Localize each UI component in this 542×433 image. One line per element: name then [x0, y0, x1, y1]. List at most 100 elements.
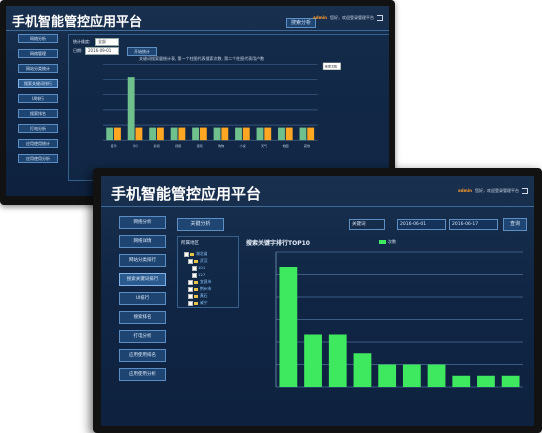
checkbox-icon[interactable] — [184, 251, 189, 257]
back-sidebar-item[interactable]: 搜索排名 — [18, 109, 58, 118]
front-sidebar-item[interactable]: 网络分析 — [119, 216, 166, 229]
front-sidebar-item[interactable]: 搜索排名 — [119, 311, 166, 324]
back-header: 手机智能管控应用平台 搜索分析 admin 您好，欢迎登录管理平台 — [6, 6, 389, 31]
tree-item[interactable]: 宜昌市 — [184, 279, 211, 286]
folder-icon — [194, 301, 198, 305]
front-keyword-field[interactable]: 关键词 — [349, 219, 385, 230]
front-sidebar-item[interactable]: 应用使用分析 — [119, 368, 166, 381]
back-bar-chart: 音乐 QQ 新闻 视频 游戏 购物 小说 天气 地图 其他 搜索次数 — [103, 62, 341, 148]
back-sidebar-item[interactable]: 搜索关键词排行 — [18, 79, 58, 88]
tree-item[interactable]: 101 — [184, 265, 211, 272]
front-monitor: 手机智能管控应用平台 admin 您好，欢迎登录管理平台 网络分析 网络详情 网站… — [93, 168, 542, 433]
x-tick-label: QQ — [133, 144, 138, 148]
legend-box — [322, 62, 341, 71]
bar-4 — [353, 353, 372, 387]
front-sidebar-item[interactable]: 搜索关键词排行 — [119, 273, 166, 286]
back-type-select[interactable]: 全部 — [95, 38, 119, 46]
front-sidebar-item[interactable]: UI排行 — [119, 292, 166, 305]
bar-购物 — [221, 127, 229, 141]
back-sidebar-item[interactable]: 网站分类统计 — [18, 64, 58, 73]
bar-音乐 — [114, 127, 121, 141]
tree-item[interactable]: 荆州市 — [184, 286, 211, 293]
bar-新闻 — [156, 127, 164, 141]
x-tick-label: 游戏 — [197, 143, 203, 148]
tree-title: 所属地区 — [181, 241, 199, 246]
bar-新闻 — [149, 127, 157, 141]
checkbox-icon[interactable] — [188, 300, 193, 306]
tree-item[interactable]: 127 — [184, 272, 211, 279]
front-sidebar-item[interactable]: 打电分析 — [119, 330, 166, 343]
front-header: 手机智能管控应用平台 admin 您好，欢迎登录管理平台 — [101, 176, 534, 207]
back-sidebar-item[interactable]: 网络管理 — [18, 49, 58, 58]
checkbox-icon[interactable] — [188, 279, 193, 285]
back-sidebar-item[interactable]: 应用使用分析 — [18, 154, 58, 163]
tree-item[interactable]: 咸宁 — [184, 300, 211, 307]
region-tree-panel: 所属地区 湖北省 武汉 101 127 宜昌市 荆州市 黄石 咸宁 — [177, 236, 239, 308]
back-sidebar-item[interactable]: 打电分析 — [18, 124, 58, 133]
bar-小说 — [242, 127, 250, 141]
x-tick-label: 地图 — [282, 143, 288, 148]
checkbox-icon[interactable] — [192, 265, 197, 271]
front-end-date-input[interactable]: 2016-06-17 — [449, 219, 498, 230]
front-chart-title: 搜索关键字排行TOP10 — [246, 240, 310, 247]
checkbox-icon[interactable] — [188, 286, 193, 292]
back-date-input[interactable]: 2016-09-01 — [85, 47, 119, 55]
tree-item[interactable]: 武汉 — [184, 258, 211, 265]
bar-其他 — [307, 127, 315, 141]
folder-icon — [190, 252, 194, 256]
back-search-analysis-button[interactable]: 搜索分析 — [286, 18, 316, 28]
folder-icon — [194, 259, 198, 263]
tree-item[interactable]: 黄石 — [184, 293, 211, 300]
checkbox-icon[interactable] — [188, 293, 193, 299]
front-sidebar-item[interactable]: 应用使用排名 — [119, 349, 166, 362]
back-welcome-text: 您好，欢迎登录管理平台 — [330, 15, 374, 20]
bar-游戏 — [199, 127, 207, 141]
bar-天气 — [256, 127, 264, 141]
bar-10 — [501, 375, 520, 387]
legend-label: 次数 — [388, 239, 396, 244]
front-sidebar-item[interactable]: 网站分类排行 — [119, 254, 166, 267]
bar-其他 — [299, 127, 307, 141]
front-welcome-text: 您好，欢迎登录管理平台 — [475, 188, 519, 193]
exit-icon[interactable] — [377, 15, 383, 21]
legend-swatch — [379, 240, 386, 244]
bar-7 — [427, 364, 446, 387]
x-tick-label: 天气 — [261, 143, 267, 148]
x-tick-label: 音乐 — [111, 143, 117, 148]
front-start-date-input[interactable]: 2016-06-01 — [397, 219, 446, 230]
back-sidebar-item[interactable]: 应用使用统计 — [18, 139, 58, 148]
bar-天气 — [264, 127, 272, 141]
exit-icon[interactable] — [522, 188, 528, 194]
back-welcome: admin 您好，欢迎登录管理平台 — [313, 15, 383, 21]
front-app-title: 手机智能管控应用平台 — [111, 185, 262, 203]
bar-8 — [452, 375, 471, 387]
front-sidebar-item[interactable]: 网络详情 — [119, 235, 166, 248]
bar-6 — [402, 364, 421, 387]
back-sidebar-item[interactable]: UI排行 — [18, 94, 58, 103]
bar-5 — [378, 364, 397, 387]
bar-2 — [304, 334, 322, 387]
bar-QQ — [135, 127, 143, 141]
front-username: admin — [458, 188, 472, 193]
bar-地图 — [278, 127, 285, 141]
x-tick-label: 视频 — [175, 143, 181, 148]
front-query-button[interactable]: 查询 — [503, 218, 527, 231]
bar-视频 — [170, 127, 178, 141]
legend-text: 搜索次数 — [325, 64, 337, 69]
region-tree: 湖北省 武汉 101 127 宜昌市 荆州市 黄石 咸宁 — [184, 251, 211, 307]
bar-游戏 — [192, 127, 200, 141]
checkbox-icon[interactable] — [192, 272, 197, 278]
back-app-title: 手机智能管控应用平台 — [12, 15, 143, 30]
front-screen: 手机智能管控应用平台 admin 您好，欢迎登录管理平台 网络分析 网络详情 网站… — [101, 176, 534, 426]
bar-QQ — [127, 77, 135, 141]
bar-购物 — [213, 127, 221, 141]
front-analysis-tab[interactable]: 关键分析 — [177, 218, 224, 231]
back-query-button[interactable]: 开始统计 — [127, 47, 157, 56]
bar-9 — [477, 375, 495, 387]
back-sidebar-item[interactable]: 网络分析 — [18, 34, 58, 43]
back-sidebar: 网络分析 网络管理 网站分类统计 搜索关键词排行 UI排行 搜索排名 打电分析 … — [12, 34, 72, 169]
back-screen: 手机智能管控应用平台 搜索分析 admin 您好，欢迎登录管理平台 网络分析 网络… — [6, 6, 389, 196]
tree-item[interactable]: 湖北省 — [184, 251, 211, 258]
checkbox-icon[interactable] — [188, 258, 193, 264]
folder-icon — [194, 287, 198, 291]
